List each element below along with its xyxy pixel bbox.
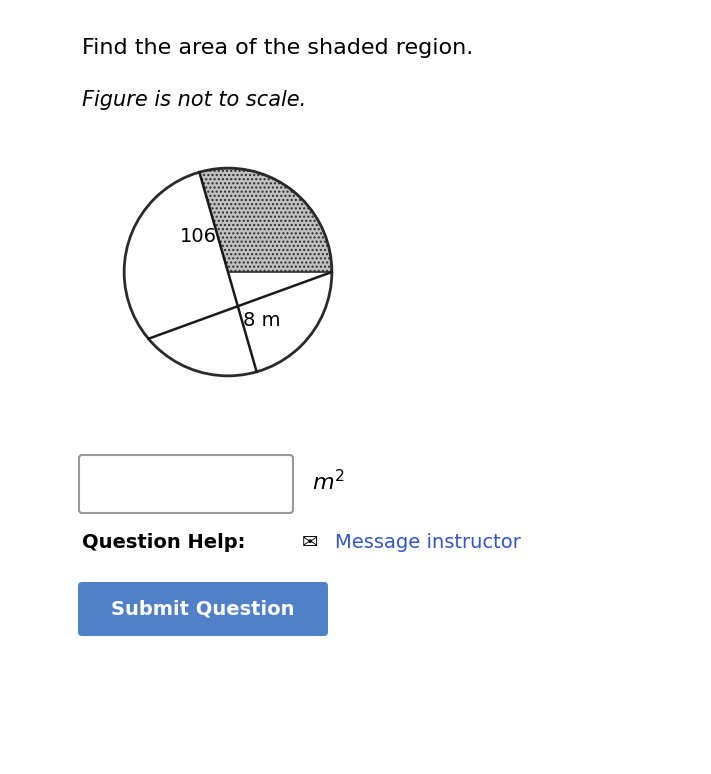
Text: Question Help:: Question Help: (82, 533, 245, 553)
Text: Figure is not to scale.: Figure is not to scale. (82, 90, 306, 110)
FancyBboxPatch shape (79, 455, 293, 513)
Text: Submit Question: Submit Question (111, 600, 295, 618)
FancyBboxPatch shape (78, 582, 328, 636)
Text: 8 m: 8 m (243, 310, 281, 330)
Text: ✉: ✉ (301, 533, 319, 553)
Text: Message instructor: Message instructor (335, 533, 521, 553)
Text: Find the area of the shaded region.: Find the area of the shaded region. (82, 38, 474, 58)
Text: 106°: 106° (180, 228, 227, 246)
Text: $m^2$: $m^2$ (312, 469, 345, 494)
Wedge shape (199, 168, 332, 272)
